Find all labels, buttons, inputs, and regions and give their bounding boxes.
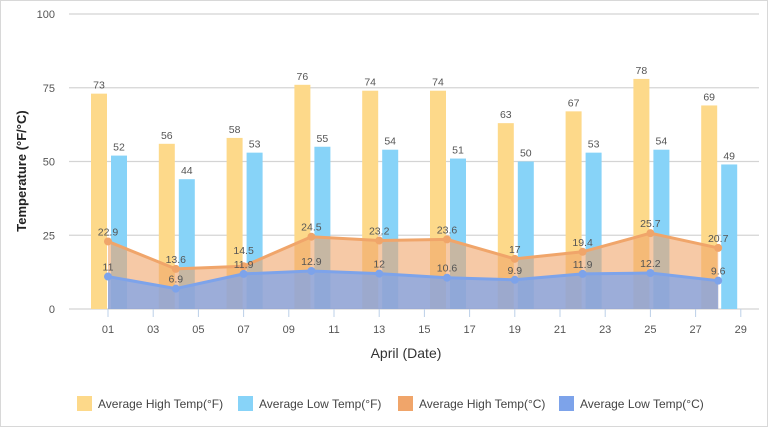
x-tick-label: 15 (418, 324, 430, 336)
legend-swatch (398, 396, 413, 411)
low-c-data-label: 11 (103, 262, 114, 274)
legend-label: Average Low Temp(°F) (259, 397, 381, 411)
low-c-point (646, 269, 655, 278)
low-c-point (307, 266, 316, 275)
y-tick-label: 50 (43, 157, 55, 169)
x-tick-label: 23 (599, 324, 611, 336)
data-label-low-f: 53 (588, 139, 600, 151)
low-c-data-label: 11.9 (234, 259, 254, 271)
data-label-low-f: 54 (656, 136, 668, 148)
legend-label: Average Low Temp(°C) (580, 397, 704, 411)
low-c-point (510, 275, 519, 284)
high-c-point (104, 237, 112, 246)
low-c-data-label: 9.6 (711, 266, 726, 278)
x-tick-label: 05 (192, 324, 204, 336)
y-tick-label: 75 (43, 83, 55, 95)
legend-label: Average High Temp(°C) (419, 397, 545, 411)
low-c-data-label: 11.9 (573, 259, 593, 271)
high-c-data-label: 23.6 (437, 224, 458, 236)
low-c-data-label: 10.6 (437, 263, 458, 275)
data-label-high-f: 74 (432, 77, 444, 89)
data-label-high-f: 69 (703, 91, 715, 103)
low-c-point (239, 269, 248, 278)
low-c-point (714, 276, 723, 285)
data-label-high-f: 74 (364, 77, 376, 89)
low-c-data-label: 12.9 (301, 256, 322, 268)
legend-swatch (77, 396, 92, 411)
x-axis-title: April (Date) (371, 345, 442, 361)
legend-swatch (559, 396, 574, 411)
x-tick-label: 11 (328, 324, 339, 336)
x-tick-label: 03 (147, 324, 159, 336)
low-c-point (104, 272, 112, 281)
data-label-low-f: 52 (113, 142, 125, 154)
x-tick-label: 09 (283, 324, 295, 336)
high-c-data-label: 25.7 (640, 218, 661, 230)
high-c-point (714, 243, 723, 252)
data-label-high-f: 76 (297, 71, 309, 83)
high-c-data-label: 17 (509, 244, 521, 256)
legend-swatch (238, 396, 253, 411)
data-label-high-f: 78 (636, 65, 648, 77)
high-c-data-label: 20.7 (708, 233, 729, 245)
data-label-high-f: 63 (500, 109, 512, 121)
low-c-point (443, 273, 451, 282)
x-tick-label: 25 (644, 324, 656, 336)
high-c-data-label: 22.9 (98, 226, 119, 238)
x-tick-label: 19 (509, 324, 521, 336)
high-c-point (171, 264, 180, 273)
data-label-high-f: 56 (161, 130, 173, 142)
x-tick-label: 21 (554, 324, 566, 336)
x-tick-label: 29 (735, 324, 747, 336)
y-axis-title: Temperature (°F/°C) (14, 110, 29, 231)
x-tick-label: 13 (373, 324, 385, 336)
high-c-point (443, 235, 451, 244)
low-c-point (578, 269, 587, 278)
high-c-point (646, 229, 655, 238)
x-tick-label: 17 (463, 324, 475, 336)
bar-low-f (721, 164, 738, 309)
data-label-low-f: 51 (452, 145, 464, 157)
data-label-low-f: 44 (181, 165, 193, 177)
low-c-area (108, 270, 719, 309)
low-c-data-label: 12.2 (640, 258, 661, 270)
low-c-line (107, 269, 719, 291)
high-c-point (375, 236, 384, 245)
high-c-data-label: 19.4 (572, 237, 593, 249)
low-c-data-label: 6.9 (168, 274, 183, 286)
legend-label: Average High Temp(°F) (98, 397, 223, 411)
data-label-high-f: 58 (229, 124, 241, 136)
data-label-high-f: 73 (93, 80, 105, 92)
bar-high-f (91, 93, 107, 310)
y-tick-label: 25 (43, 230, 55, 242)
data-label-low-f: 54 (384, 136, 396, 148)
data-label-low-f: 53 (249, 139, 261, 151)
low-c-data-label: 12 (373, 259, 385, 271)
low-c-point (375, 269, 384, 278)
x-tick-label: 07 (237, 324, 249, 336)
low-c-data-label: 9.9 (507, 265, 522, 277)
high-c-line (107, 231, 719, 271)
high-c-point (307, 232, 316, 241)
high-c-point (239, 262, 248, 271)
low-c-point (171, 284, 180, 293)
y-tick-label: 100 (37, 9, 55, 21)
high-c-data-label: 14.5 (233, 245, 254, 257)
high-c-data-label: 13.6 (166, 254, 187, 266)
data-label-low-f: 49 (723, 150, 735, 162)
high-c-point (510, 254, 519, 263)
data-label-high-f: 67 (568, 97, 580, 109)
data-label-low-f: 50 (520, 148, 532, 160)
high-c-data-label: 24.5 (301, 222, 322, 234)
data-label-low-f: 55 (317, 133, 329, 145)
x-tick-label: 01 (102, 324, 114, 336)
high-c-data-label: 23.2 (369, 226, 390, 238)
y-tick-label: 0 (49, 304, 55, 316)
high-c-point (578, 247, 587, 256)
x-tick-label: 27 (689, 324, 701, 336)
